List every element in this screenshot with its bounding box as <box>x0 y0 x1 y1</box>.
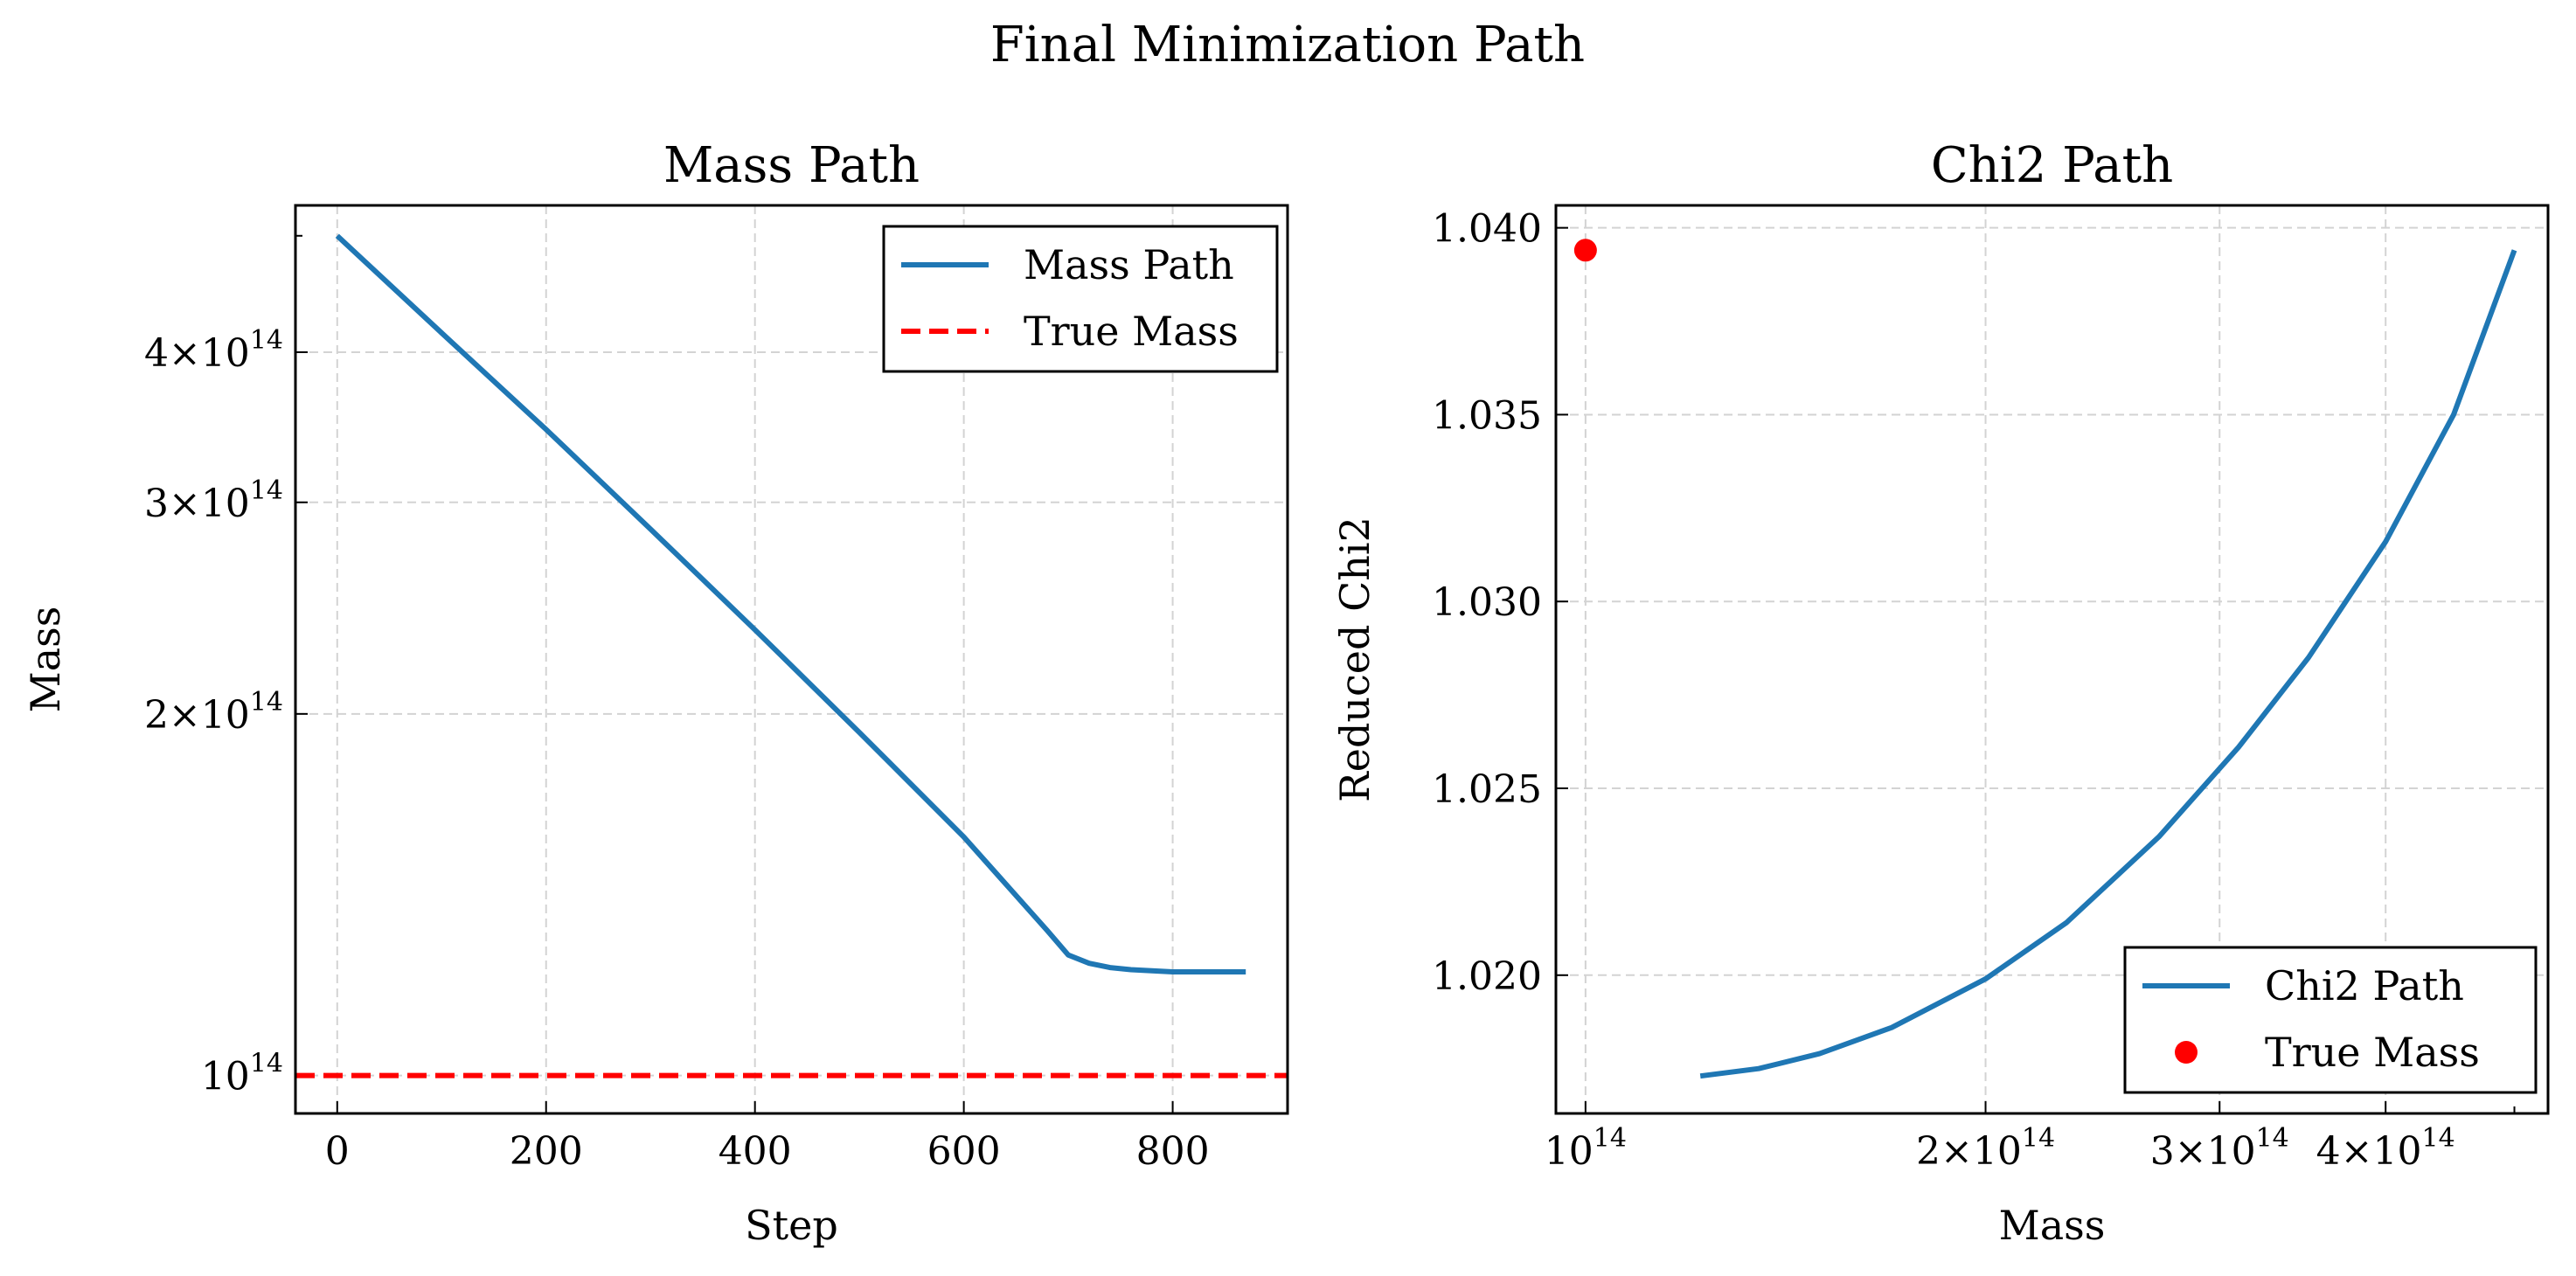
chi2-x-tick-label-mantissa: 2× <box>1916 1129 1973 1174</box>
chi2-y-tick-label: 1.030 <box>1432 580 1542 625</box>
mass-y-tick-label: 3×1014 <box>144 475 283 526</box>
chi2-x-tick-label-exponent: 14 <box>1594 1123 1627 1154</box>
mass-x-tick-label: 200 <box>510 1129 583 1174</box>
chi2-legend-label: True Mass <box>2265 1029 2480 1076</box>
chi2-x-tick-label-exponent: 14 <box>2422 1123 2455 1154</box>
mass-y-tick-label-exponent: 14 <box>250 687 283 718</box>
chi2-y-tick-label: 1.025 <box>1432 767 1542 812</box>
chi2-x-tick-label: 1014 <box>1545 1123 1627 1174</box>
mass-y-axis-label: Mass <box>22 607 69 713</box>
chi2-x-tick-label-mantissa: 4× <box>2316 1129 2373 1174</box>
mass-x-tick-label: 400 <box>719 1129 792 1174</box>
chi2-x-tick-label-base: 10 <box>1545 1129 1594 1174</box>
chi2-legend-swatch-marker <box>2175 1041 2198 1064</box>
mass-y-tick-label-base: 10 <box>201 1055 250 1099</box>
mass-legend-label: Mass Path <box>1024 241 1234 288</box>
mass-series-line <box>335 233 1246 974</box>
chi2-x-tick-label-mantissa: 3× <box>2150 1129 2207 1174</box>
figure-title: Final Minimization Path <box>990 17 1585 73</box>
mass-x-axis-label: Step <box>745 1202 838 1249</box>
mass-y-tick-label: 2×1014 <box>144 687 283 738</box>
mass-y-tick-label-exponent: 14 <box>250 475 283 506</box>
chi2-legend-label: Chi2 Path <box>2265 962 2464 1009</box>
chi2-x-axis-label: Mass <box>1999 1202 2106 1249</box>
chi2-x-tick-label-exponent: 14 <box>2256 1123 2289 1154</box>
mass-y-tick-label-mantissa: 3× <box>144 482 201 526</box>
chi2-x-tick-label-exponent: 14 <box>2022 1123 2055 1154</box>
chi2-legend-box <box>2123 946 2538 1094</box>
mass-y-tick-label-exponent: 14 <box>250 325 283 356</box>
mass-y-tick-label-mantissa: 4× <box>144 331 201 376</box>
mass-legend-label: True Mass <box>1024 308 1239 355</box>
mass-x-tick-label: 800 <box>1136 1129 1210 1174</box>
mass-y-tick-label-mantissa: 2× <box>144 693 201 738</box>
chi2-series-line <box>1699 249 2517 1079</box>
mass-y-tick-label-base: 10 <box>201 693 250 738</box>
mass-y-tick-label-base: 10 <box>201 482 250 526</box>
chi2-panel-title: Chi2 Path <box>1931 137 2173 194</box>
chi2-y-tick-label: 1.035 <box>1432 393 1542 438</box>
mass-x-tick-label: 0 <box>325 1129 350 1174</box>
chi2-x-tick-label: 2×1014 <box>1916 1123 2055 1174</box>
chi2-axes-frame <box>1554 204 2550 1115</box>
mass-y-tick-label: 4×1014 <box>144 325 283 376</box>
chi2-x-tick-label: 4×1014 <box>2316 1123 2455 1174</box>
chi2-x-tick-label-base: 10 <box>2207 1129 2256 1174</box>
mass-y-tick-label-base: 10 <box>201 331 250 376</box>
chi2-x-tick-label: 3×1014 <box>2150 1123 2289 1174</box>
chi2-x-tick-label-base: 10 <box>2373 1129 2422 1174</box>
true-mass-marker <box>1573 239 1597 262</box>
mass-y-tick-label-exponent: 14 <box>250 1049 283 1079</box>
mass-x-tick-label: 600 <box>927 1129 1001 1174</box>
mass-legend-box <box>882 225 1279 373</box>
mass-panel-title: Mass Path <box>663 137 920 194</box>
chi2-x-tick-label-base: 10 <box>1973 1129 2022 1174</box>
mass-axes-frame <box>294 204 1289 1115</box>
chi2-y-tick-label: 1.020 <box>1432 954 1542 999</box>
chi2-y-tick-label: 1.040 <box>1432 207 1542 252</box>
mass-y-tick-label: 1014 <box>201 1049 283 1099</box>
chi2-y-axis-label: Reduced Chi2 <box>1331 517 1378 802</box>
